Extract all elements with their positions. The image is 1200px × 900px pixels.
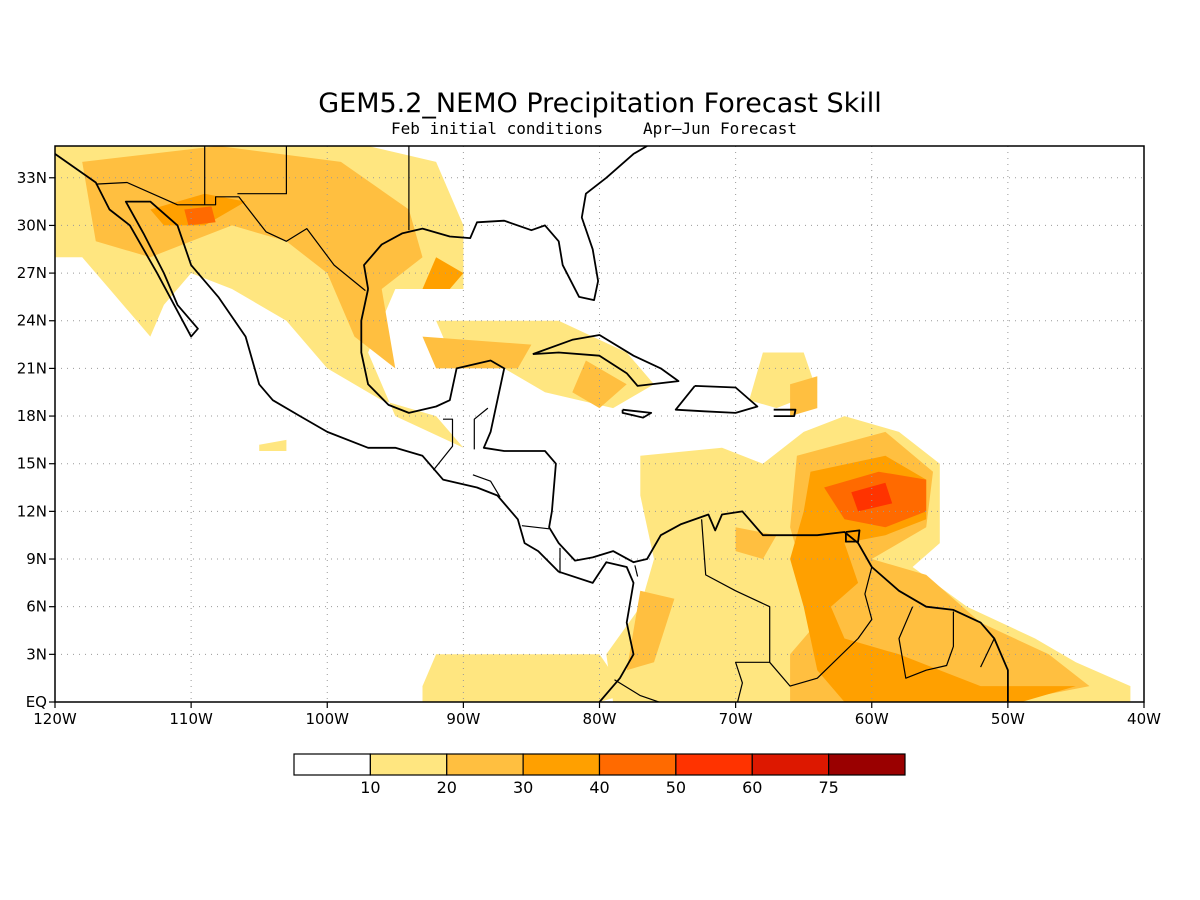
colorbar-label: 75 [818,778,838,797]
skill-region-level-2 [422,336,532,369]
colorbar-swatch [293,753,371,776]
country-border [614,679,661,702]
skill-region-level-2 [790,376,818,417]
colorbar-label: 50 [666,778,686,797]
colorbar-label: 20 [437,778,457,797]
coastline [363,146,648,302]
country-border [473,407,489,450]
lon-tick-label: 90W [446,710,480,728]
lat-tick-label: 15N [17,455,47,473]
colorbar-swatch [369,753,448,776]
coastline [845,529,861,543]
colorbar-label: 30 [513,778,533,797]
coastline [773,408,797,418]
country-border [898,606,955,679]
skill-region-level-1 [259,439,287,451]
latitude-axis: EQ 3N 6N 9N 12N 15N 18N 21N 24N 27N 30N 33N [17,169,55,711]
country-border [432,418,454,471]
skill-region-level-2 [626,590,675,671]
lon-tick-label: 120W [33,710,77,728]
lat-tick-label: 6N [26,598,47,616]
lon-tick-label: 110W [169,710,213,728]
coastline [55,153,635,702]
colorbar: 10 20 30 40 50 60 75 [293,753,906,797]
coastline [360,288,1009,702]
coastline [532,334,680,387]
lat-tick-label: 18N [17,407,47,425]
skill-region-level-2 [572,360,627,409]
skill-region-level-4 [184,206,216,226]
colorbar-swatch [522,753,601,776]
country-border [701,519,873,687]
colorbar-label: 40 [589,778,609,797]
skill-region-level-1 [422,654,627,702]
lat-tick-label: 12N [17,502,47,520]
colorbar-swatch [598,753,677,776]
lon-tick-label: 70W [719,710,753,728]
map-area [55,146,1144,702]
lat-tick-label: 9N [26,550,47,568]
lat-tick-label: 3N [26,645,47,663]
figure-title: GEM5.2_NEMO Precipitation Forecast Skill [318,88,882,119]
lat-tick-label: 21N [17,359,47,377]
country-border [472,474,501,498]
coastlines [55,146,1009,702]
country-border [634,565,639,577]
longitude-axis: 120W 110W 100W 90W 80W 70W 60W 50W 40W [33,702,1161,728]
colorbar-swatch [446,753,524,776]
lon-tick-label: 60W [855,710,889,728]
skill-region-level-2 [82,146,423,369]
lat-tick-label: 33N [17,169,47,187]
country-border [95,181,366,292]
subtitle-initial-conditions: Feb initial conditions [391,119,603,138]
subtitle-forecast-period: Apr–Jun Forecast [643,119,797,138]
country-border [980,638,995,668]
skill-region-level-5 [851,482,893,512]
lon-tick-label: 80W [583,710,617,728]
country-border [237,146,287,195]
coastline [621,408,653,419]
lon-tick-label: 50W [991,710,1025,728]
coastline [674,385,759,414]
colorbar-swatch [828,753,906,776]
colorbar-label: 10 [360,778,380,797]
country-border [521,525,550,530]
lat-tick-label: 24N [17,312,47,330]
lon-tick-label: 40W [1127,710,1161,728]
country-border [734,661,770,702]
colorbar-swatch [751,753,830,776]
colorbar-label: 60 [742,778,762,797]
colorbar-swatch [675,753,753,776]
lat-tick-label: 27N [17,264,47,282]
lat-tick-label: 30N [17,216,47,234]
skill-shading [55,146,1131,702]
lon-tick-label: 100W [306,710,350,728]
skill-region-level-3 [422,257,464,289]
political-borders [95,146,995,702]
lat-tick-label: EQ [26,693,47,711]
